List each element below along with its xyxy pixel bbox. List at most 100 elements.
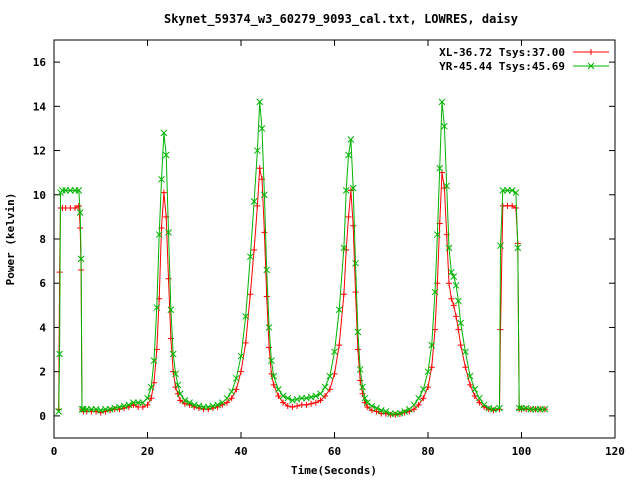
data-point	[76, 209, 84, 216]
data-point	[232, 374, 240, 382]
data-point	[321, 383, 329, 391]
data-point	[181, 397, 189, 404]
x-tick-label: 60	[328, 445, 341, 458]
data-point	[169, 350, 177, 358]
data-point	[77, 255, 85, 263]
data-point	[428, 341, 436, 349]
data-point	[496, 404, 503, 412]
data-point	[72, 205, 79, 212]
data-point	[445, 244, 453, 252]
data-point	[270, 372, 278, 380]
data-point	[153, 304, 161, 311]
data-point	[431, 288, 439, 296]
data-point	[312, 399, 319, 406]
data-point	[331, 348, 338, 356]
data-point	[223, 399, 230, 406]
x-tick-label: 40	[234, 445, 247, 458]
data-point	[361, 394, 369, 402]
data-point	[75, 187, 83, 194]
plot-frame	[53, 39, 616, 439]
data-point	[186, 399, 193, 406]
data-point	[237, 352, 245, 360]
data-point	[228, 388, 236, 395]
data-point	[419, 386, 427, 393]
y-tick-label: 8	[39, 233, 46, 246]
y-tick-label: 0	[39, 410, 46, 423]
data-point	[125, 401, 133, 409]
data-point	[443, 182, 451, 190]
data-point	[268, 357, 275, 364]
data-point	[455, 326, 462, 333]
data-point	[448, 268, 455, 276]
data-point	[254, 147, 261, 154]
data-point	[284, 394, 292, 402]
axis-ticks: 0 20 40 60 80 100 120 0 2 4 6 8 10 12 14 16	[33, 40, 625, 458]
data-point	[139, 404, 146, 411]
data-point	[401, 408, 408, 415]
data-point	[246, 253, 254, 261]
data-point	[433, 231, 441, 238]
data-point	[251, 247, 258, 254]
x-tick-label: 120	[605, 445, 625, 458]
data-point	[80, 405, 87, 413]
data-point	[373, 408, 380, 415]
y-axis-label: Power (kelvin)	[4, 193, 17, 286]
data-point	[342, 187, 350, 194]
data-point	[352, 259, 359, 267]
data-point	[457, 319, 465, 327]
data-point	[340, 291, 347, 298]
data-point	[450, 273, 458, 280]
data-point	[261, 229, 268, 236]
data-point	[75, 202, 82, 209]
data-point	[261, 191, 268, 199]
data-point	[148, 395, 155, 402]
data-point	[354, 346, 361, 353]
data-point	[514, 244, 522, 252]
data-point	[263, 266, 271, 274]
data-point	[410, 401, 418, 409]
data-point	[350, 222, 357, 229]
data-point	[317, 397, 324, 404]
data-point	[242, 313, 250, 320]
data-point	[247, 291, 254, 298]
data-point	[256, 165, 263, 172]
data-point	[415, 401, 422, 408]
data-point	[368, 402, 376, 410]
data-point	[144, 394, 151, 402]
data-point	[446, 280, 453, 287]
data-point	[347, 136, 355, 143]
data-point	[59, 187, 66, 194]
legend-label: XL-36.72 Tsys:37.00	[439, 46, 565, 59]
y-tick-label: 10	[33, 189, 46, 202]
data-point	[270, 381, 277, 388]
data-point	[509, 202, 516, 209]
data-point	[438, 98, 446, 106]
data-point	[174, 381, 182, 389]
data-point	[258, 125, 266, 132]
data-point	[453, 313, 460, 320]
x-tick-label: 20	[141, 445, 154, 458]
data-point	[242, 339, 249, 346]
data-point	[436, 164, 444, 172]
series-line	[58, 101, 545, 415]
data-point	[266, 344, 273, 351]
data-point	[490, 405, 497, 413]
data-point	[280, 399, 287, 406]
data-point	[392, 411, 399, 418]
series-layer	[55, 98, 549, 418]
data-point	[466, 372, 474, 380]
data-point	[508, 187, 516, 194]
data-point	[345, 213, 352, 220]
data-point	[279, 392, 287, 400]
data-point	[359, 383, 366, 391]
data-point	[354, 328, 362, 336]
y-tick-label: 6	[39, 277, 46, 290]
legend-label: YR-45.44 Tsys:45.69	[439, 60, 565, 73]
data-point	[308, 400, 315, 407]
y-tick-label: 12	[33, 145, 46, 158]
series-1	[55, 165, 548, 418]
data-point	[165, 275, 172, 282]
x-axis-label: Time(Seconds)	[291, 464, 377, 477]
data-point	[147, 383, 155, 391]
